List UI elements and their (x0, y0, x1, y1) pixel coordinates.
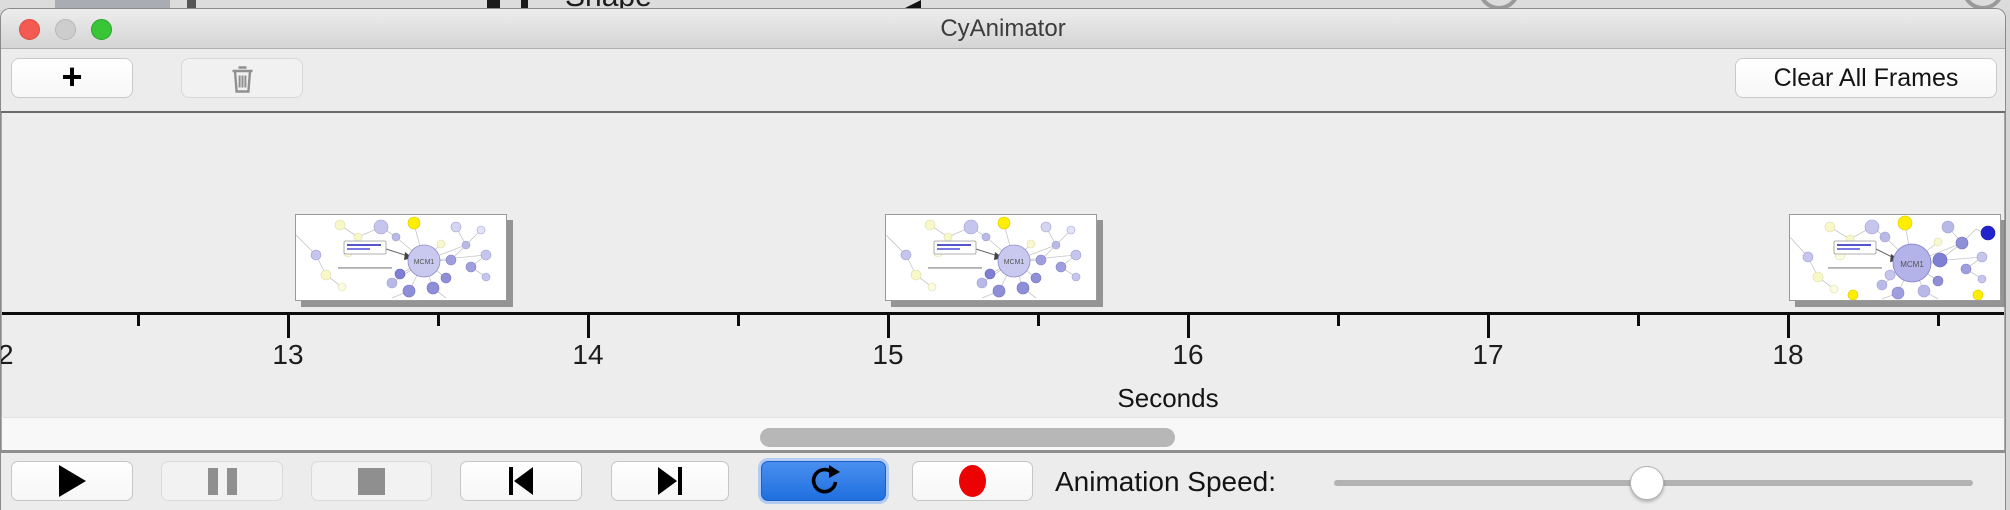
add-frame-button[interactable]: + (11, 58, 133, 98)
record-icon (959, 465, 986, 497)
scrollbar-thumb[interactable] (760, 428, 1175, 447)
play-button[interactable] (11, 461, 133, 501)
background-partial-text: Shape (565, 0, 652, 8)
network-graph-thumbnail: MCM1 (296, 215, 506, 300)
ruler-tick-minor (437, 312, 440, 326)
minimize-button[interactable] (55, 19, 76, 40)
delete-frame-button[interactable] (181, 58, 303, 98)
pause-button[interactable] (161, 461, 283, 501)
cyanimator-window: CyAnimator + Clear All Frames (0, 8, 2006, 510)
ruler-tick-major (887, 312, 890, 338)
ruler-tick-label: 2 (1, 339, 14, 371)
thumbnail-node-label: MCM1 (414, 259, 435, 266)
frame-toolbar: + Clear All Frames (1, 49, 2005, 111)
ruler-tick-minor (737, 312, 740, 326)
axis-label: Seconds (1117, 383, 1219, 413)
toolbar-divider (1, 111, 2005, 113)
close-button[interactable] (19, 19, 40, 40)
skip-to-start-button[interactable] (460, 461, 582, 501)
thumbnail-node-label: MCM1 (1004, 259, 1025, 266)
record-button[interactable] (912, 461, 1033, 501)
timeline-panel[interactable]: MCM1 (1, 113, 2005, 417)
ruler-tick-major (1187, 312, 1190, 338)
skip-end-icon (658, 467, 682, 495)
thumbnail-node-label: MCM1 (1900, 260, 1924, 269)
ruler-tick-major (1787, 312, 1790, 338)
ruler-tick-minor (1637, 312, 1640, 326)
ruler-tick-label: 18 (1772, 339, 1804, 370)
stop-icon (358, 467, 385, 495)
ruler-tick-minor (1037, 312, 1040, 326)
timeline-scrollbar[interactable] (1, 417, 2005, 450)
plus-icon: + (61, 55, 83, 97)
frame-thumbnail[interactable]: MCM1 (1789, 214, 2001, 301)
play-icon (58, 465, 86, 497)
ruler-tick-label: 16 (1172, 339, 1204, 370)
ruler-tick-label: 13 (272, 339, 304, 370)
clear-all-frames-button[interactable]: Clear All Frames (1735, 58, 1997, 98)
background-window-fragment (55, 0, 170, 9)
frame-thumbnail[interactable]: MCM1 (885, 214, 1097, 301)
ruler-tick-minor (137, 312, 140, 326)
ruler-tick-minor (1337, 312, 1340, 326)
timeline-ruler (2, 312, 2004, 315)
playback-divider (1, 450, 2005, 453)
network-graph-thumbnail: MCM1 (1790, 215, 2000, 300)
background-fragment (487, 0, 500, 8)
playback-bar: Animation Speed: (1, 453, 2005, 510)
trash-icon (232, 65, 252, 93)
zoom-button[interactable] (91, 19, 112, 40)
frame-thumbnail[interactable]: MCM1 (295, 214, 507, 301)
slider-knob[interactable] (1630, 466, 1664, 500)
titlebar[interactable]: CyAnimator (1, 9, 2005, 49)
ruler-tick-label: 15 (872, 339, 904, 370)
ruler-tick-major (1487, 312, 1490, 338)
loop-button[interactable] (761, 461, 886, 501)
loop-icon (811, 465, 840, 494)
background-fragment (521, 0, 528, 8)
ruler-tick-minor (1937, 312, 1940, 326)
skip-to-end-button[interactable] (611, 461, 729, 501)
background-fragment (903, 0, 921, 9)
skip-start-icon (509, 467, 533, 495)
animation-speed-label: Animation Speed: (1055, 466, 1277, 497)
pause-icon (207, 467, 237, 495)
window-title: CyAnimator (940, 15, 1066, 42)
ruler-tick-label: 14 (572, 339, 604, 370)
background-fragment (187, 0, 196, 8)
ruler-tick-major (287, 312, 290, 338)
ruler-tick-label: 17 (1472, 339, 1504, 370)
network-graph-thumbnail: MCM1 (886, 215, 1096, 300)
stop-button[interactable] (311, 461, 432, 501)
speed-slider[interactable] (1334, 453, 1973, 510)
ruler-tick-major (587, 312, 590, 338)
